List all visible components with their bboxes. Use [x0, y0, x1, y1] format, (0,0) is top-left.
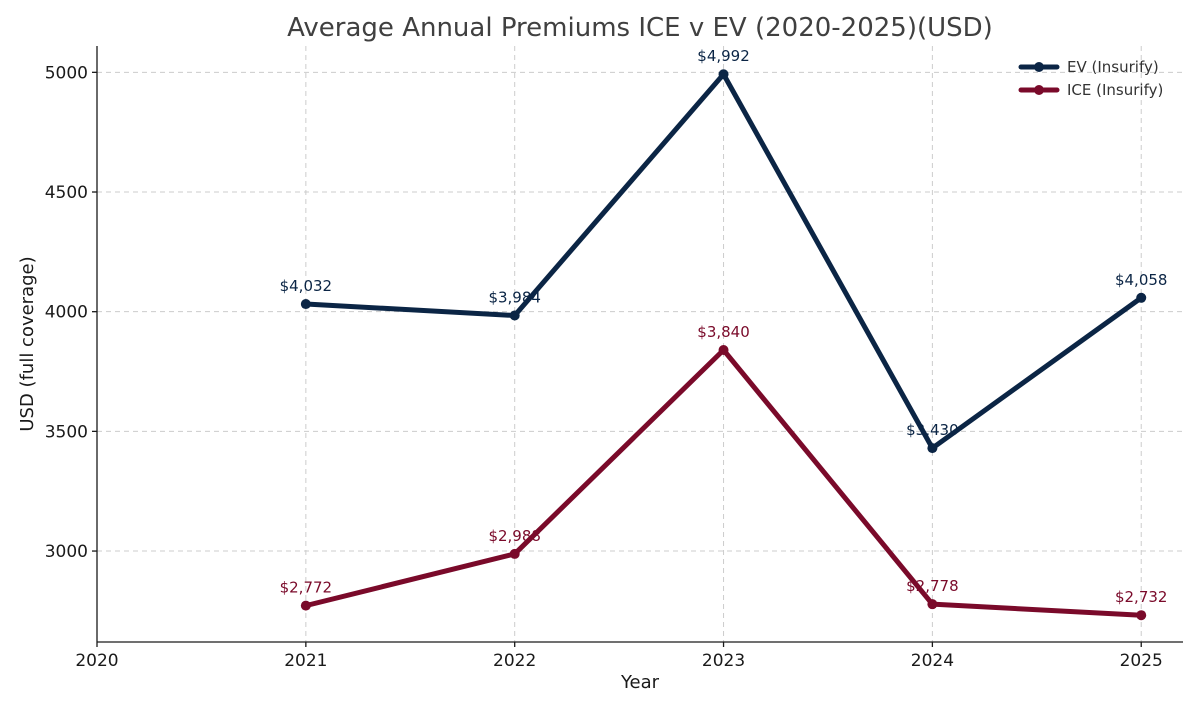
y-tick-label: 3500 [45, 422, 88, 442]
data-point [1136, 292, 1147, 303]
chart-title: Average Annual Premiums ICE v EV (2020-2… [287, 13, 993, 43]
axes [96, 46, 1183, 643]
y-tick-label: 4000 [45, 303, 88, 323]
legend-label: ICE (Insurify) [1067, 81, 1163, 99]
data-label: $2,778 [906, 577, 959, 595]
data-label: $3,984 [488, 289, 541, 307]
y-tick-label: 5000 [45, 63, 88, 83]
data-point [1136, 610, 1147, 621]
x-tick-label: 2022 [493, 651, 536, 671]
data-label: $4,032 [280, 277, 333, 295]
grid-lines [96, 46, 1183, 642]
legend: EV (Insurify) ICE (Insurify) [1018, 58, 1163, 99]
y-axis-label: USD (full coverage) [17, 256, 38, 431]
x-tick-label: 2023 [702, 651, 745, 671]
data-point [509, 310, 520, 321]
legend-label: EV (Insurify) [1067, 58, 1159, 76]
y-tick-label: 4500 [45, 183, 88, 203]
data-label: $2,988 [488, 527, 541, 545]
data-point [509, 548, 520, 559]
data-point [718, 344, 729, 355]
data-labels: $4,032 $3,984 $4,992 $3,430 $4,058 $2,772 $2,9… [280, 47, 1168, 606]
x-tick-label: 2020 [75, 651, 118, 671]
data-label: $2,732 [1115, 588, 1168, 606]
series-lines [300, 69, 1147, 621]
data-label: $4,992 [697, 47, 750, 65]
data-label: $3,840 [697, 323, 750, 341]
x-tick-label: 2021 [284, 651, 327, 671]
legend-swatch-marker [1034, 62, 1044, 72]
data-point [927, 599, 938, 610]
tick-labels: 2020 2021 2022 2023 2024 2025 3000 3500 4000 4500… [45, 63, 1163, 671]
x-axis-label: Year [620, 672, 660, 693]
data-point [300, 600, 311, 611]
data-label: $4,058 [1115, 271, 1168, 289]
data-point [927, 443, 938, 454]
x-tick-label: 2025 [1120, 651, 1163, 671]
legend-swatch-marker [1034, 85, 1044, 95]
data-label: $2,772 [280, 579, 333, 597]
data-point [300, 299, 311, 310]
x-tick-label: 2024 [911, 651, 954, 671]
data-point [718, 69, 729, 80]
data-label: $3,430 [906, 421, 959, 439]
y-tick-label: 3000 [45, 542, 88, 562]
